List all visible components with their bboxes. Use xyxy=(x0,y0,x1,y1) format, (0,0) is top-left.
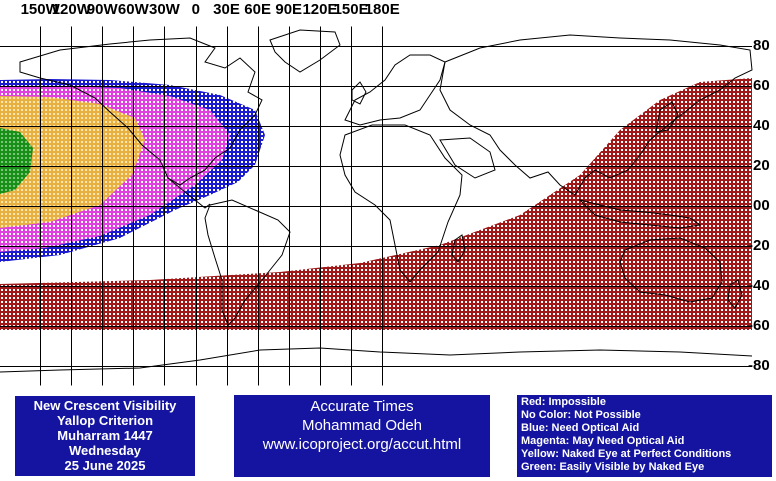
info-month: Muharram 1447 xyxy=(57,428,153,443)
latitude-label: -40 xyxy=(748,276,770,294)
longitude-label: 180E xyxy=(364,1,400,18)
continent-outlines xyxy=(0,29,753,373)
legend-item-no-color: No Color: Not Possible xyxy=(521,408,641,421)
zone-red xyxy=(0,78,752,330)
south-america-outline xyxy=(204,199,291,326)
legend-item-blue: Blue: Need Optical Aid xyxy=(521,421,640,434)
zone-green xyxy=(0,128,33,194)
north-america-outline xyxy=(19,37,263,186)
longitude-label: 60E xyxy=(244,1,271,18)
graticule xyxy=(0,26,752,386)
longitude-label: 120E xyxy=(302,1,338,18)
credit-panel: Accurate Times Mohammad Odeh www.icoproj… xyxy=(234,395,490,477)
latitude-label: -20 xyxy=(748,236,770,254)
legend-item-yellow: Yellow: Naked Eye at Perfect Conditions xyxy=(521,447,732,460)
indonesia-outline xyxy=(578,199,702,229)
legend-item-green: Green: Easily Visible by Naked Eye xyxy=(521,460,705,473)
longitude-label: 30W xyxy=(148,1,180,18)
antarctica-outline xyxy=(0,347,753,373)
longitude-label: 150W xyxy=(20,1,60,18)
new-zealand-outline xyxy=(727,279,743,309)
credit-url: www.icoproject.org/accut.html xyxy=(262,436,462,453)
legend-panel: Red: Impossible No Color: Not Possible B… xyxy=(517,395,772,477)
africa-outline xyxy=(339,124,463,283)
australia-outline xyxy=(619,237,723,303)
arabia-outline xyxy=(439,137,496,179)
madagascar-outline xyxy=(451,234,466,263)
info-date: 25 June 2025 xyxy=(64,458,146,473)
zone-yellow xyxy=(0,96,145,228)
latitude-label: 80 xyxy=(753,37,770,55)
crescent-info-panel: New Crescent Visibility Yallop Criterion… xyxy=(15,396,195,476)
longitude-label: 30E xyxy=(213,1,240,18)
longitude-label: 120W xyxy=(51,1,91,18)
longitude-label: 90W xyxy=(86,1,118,18)
japan-outline xyxy=(655,101,679,133)
latitude-label: -80 xyxy=(748,356,770,374)
info-criterion: Yallop Criterion xyxy=(56,413,154,428)
latitude-label: 40 xyxy=(753,117,770,135)
longitude-label: 0 xyxy=(191,1,200,18)
legend-item-magenta: Magenta: May Need Optical Aid xyxy=(521,434,685,447)
latitude-label: 60 xyxy=(753,77,770,95)
credit-author: Mohammad Odeh xyxy=(301,417,423,434)
longitude-label: 150E xyxy=(333,1,369,18)
longitude-label: 90E xyxy=(275,1,303,18)
info-title: New Crescent Visibility xyxy=(33,398,177,413)
latitude-label: 00 xyxy=(753,197,770,214)
latitude-label: -60 xyxy=(748,316,770,334)
latitude-label: 20 xyxy=(753,157,770,175)
asia-outline xyxy=(439,34,753,196)
longitude-label: 60W xyxy=(117,1,149,18)
legend-item-red: Red: Impossible xyxy=(521,396,606,408)
visibility-zones xyxy=(0,78,752,330)
info-weekday: Wednesday xyxy=(68,443,141,458)
credit-app-name: Accurate Times xyxy=(310,398,414,415)
